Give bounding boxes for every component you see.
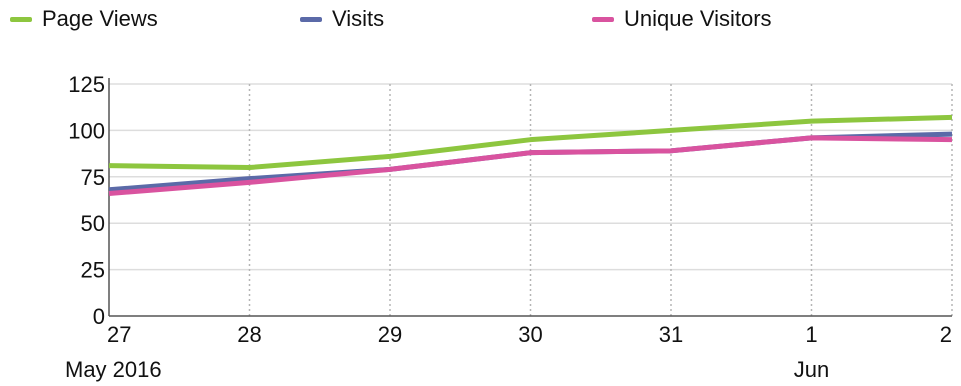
x-tick-label: 30 (518, 322, 542, 347)
series-line-unique-visitors (108, 135, 953, 196)
x-tick-label: 31 (659, 322, 683, 347)
legend-swatch-visits (300, 16, 322, 22)
x-tick-sublabel: Jun (794, 357, 829, 382)
legend-label-unique-visitors: Unique Visitors (624, 6, 772, 31)
x-tick-sublabel: May 2016 (65, 357, 162, 382)
y-tick-label: 125 (68, 72, 105, 97)
legend-label-visits: Visits (332, 6, 385, 31)
x-tick-label: 28 (237, 322, 261, 347)
legend-item-unique-visitors[interactable]: Unique Visitors (592, 6, 772, 32)
legend-swatch-page-views (10, 16, 32, 22)
y-tick-label: 25 (81, 258, 105, 283)
series-line-page-views (108, 114, 953, 171)
y-tick-label: 75 (81, 165, 105, 190)
y-tick-label: 0 (93, 304, 105, 329)
x-tick-label: 29 (378, 322, 402, 347)
legend-item-page-views[interactable]: Page Views (10, 6, 158, 32)
x-tick-label: 2 (940, 322, 952, 347)
legend-item-visits[interactable]: Visits (300, 6, 384, 32)
legend-swatch-unique-visitors (592, 16, 614, 22)
y-tick-label: 100 (68, 118, 105, 143)
x-tick-label: 1 (805, 322, 817, 347)
y-tick-label: 50 (81, 211, 105, 236)
x-tick-label: 27 (107, 322, 131, 347)
legend-label-page-views: Page Views (42, 6, 158, 31)
legend: Page Views Visits Unique Visitors (0, 6, 961, 36)
